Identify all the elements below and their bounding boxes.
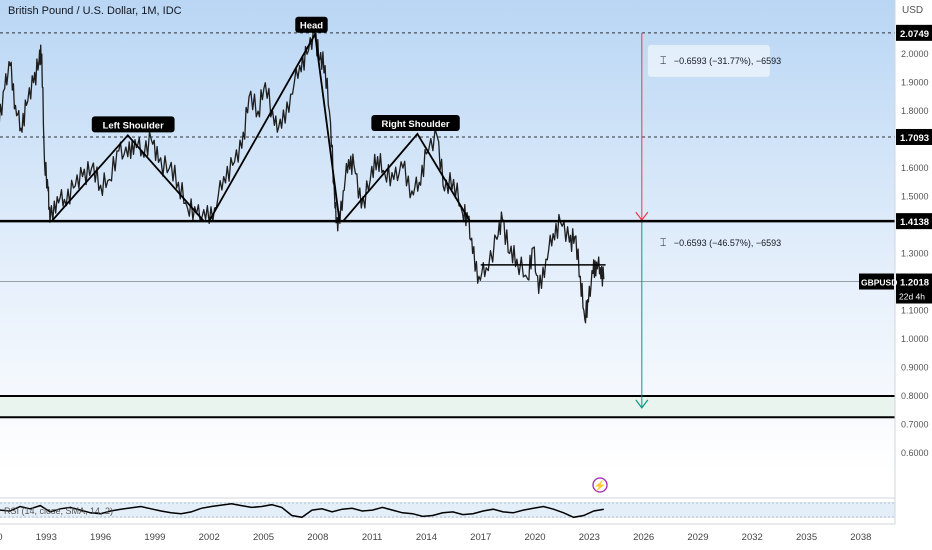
x-tick-15: 2035 <box>796 532 817 543</box>
measure-label-1: −0.6593 (−46.57%), −6593 <box>674 238 781 248</box>
pattern-line-2 <box>342 132 471 222</box>
lightning-icon: ⚡ <box>594 479 606 492</box>
rsi-band <box>0 502 895 518</box>
price-label-bg-3 <box>896 273 932 290</box>
symbol-badge: GBPUSD <box>861 278 897 288</box>
measure-arrow-1 <box>635 399 649 409</box>
chart-background <box>0 0 895 470</box>
x-tick-10: 2020 <box>524 532 545 543</box>
price-label-bg-0 <box>896 24 932 41</box>
measure-box-0 <box>647 44 770 77</box>
y-tick-1: 1.9000 <box>901 78 929 88</box>
symbol-title[interactable]: British Pound / U.S. Dollar, 1M, IDC <box>8 5 182 17</box>
x-tick-2: 1996 <box>90 532 111 543</box>
pattern-label-bg-1 <box>295 16 328 33</box>
pattern-label-0: Left Shoulder <box>103 120 165 131</box>
price-label-bg-1 <box>896 128 932 145</box>
pattern-label-bg-0 <box>91 116 175 133</box>
y-tick-9: 0.8000 <box>901 391 929 401</box>
price-label-3: 1.2018 <box>900 278 929 289</box>
x-tick-0: 1990 <box>0 532 3 543</box>
x-tick-3: 1999 <box>144 532 165 543</box>
y-tick-10: 0.7000 <box>901 419 929 429</box>
y-tick-8: 0.9000 <box>901 362 929 372</box>
price-label-bg-2 <box>896 213 932 230</box>
measure-label-0: −0.6593 (−31.77%), −6593 <box>674 56 781 66</box>
x-tick-13: 2029 <box>687 532 708 543</box>
pattern-label-1: Head <box>300 21 323 32</box>
currency-label: USD <box>902 5 924 16</box>
event-circle-icon <box>592 477 608 493</box>
y-tick-7: 1.0000 <box>901 334 929 344</box>
price-label-0: 2.0749 <box>900 29 929 40</box>
countdown-bg <box>896 289 932 304</box>
pattern-label-bg-2 <box>371 114 460 131</box>
symbol-badge-bg <box>859 273 894 290</box>
x-tick-11: 2023 <box>579 532 600 543</box>
countdown-label: 22d 4h <box>899 292 925 302</box>
y-tick-6: 1.1000 <box>901 306 929 316</box>
time-axis-bg <box>0 524 932 550</box>
x-tick-12: 2026 <box>633 532 654 543</box>
x-tick-4: 2002 <box>199 532 220 543</box>
pattern-line-1 <box>208 31 341 222</box>
lower-background <box>0 470 895 498</box>
x-tick-9: 2017 <box>470 532 491 543</box>
y-tick-4: 1.5000 <box>901 192 929 202</box>
x-tick-14: 2032 <box>742 532 763 543</box>
price-label-1: 1.7093 <box>900 133 929 144</box>
pattern-label-2: Right Shoulder <box>382 119 450 130</box>
price-label-2: 1.4138 <box>900 217 929 228</box>
x-tick-5: 2005 <box>253 532 274 543</box>
x-tick-8: 2014 <box>416 532 437 543</box>
rsi-label: RSI (14, close, SMA, 14, 2) <box>4 506 113 516</box>
x-tick-1: 1993 <box>36 532 57 543</box>
y-tick-5: 1.3000 <box>901 249 929 259</box>
measure-icon-1: ⌶ <box>660 237 667 249</box>
target-zone <box>0 395 895 418</box>
x-tick-16: 2038 <box>850 532 871 543</box>
y-tick-0: 2.0000 <box>901 49 929 59</box>
y-tick-11: 0.6000 <box>901 448 929 458</box>
y-tick-2: 1.8000 <box>901 106 929 116</box>
y-tick-3: 1.6000 <box>901 163 929 173</box>
pattern-line-0 <box>51 133 205 222</box>
measure-icon-0: ⌶ <box>660 55 667 67</box>
x-tick-6: 2008 <box>307 532 328 543</box>
x-tick-7: 2011 <box>362 532 382 543</box>
rsi-line <box>0 503 604 519</box>
